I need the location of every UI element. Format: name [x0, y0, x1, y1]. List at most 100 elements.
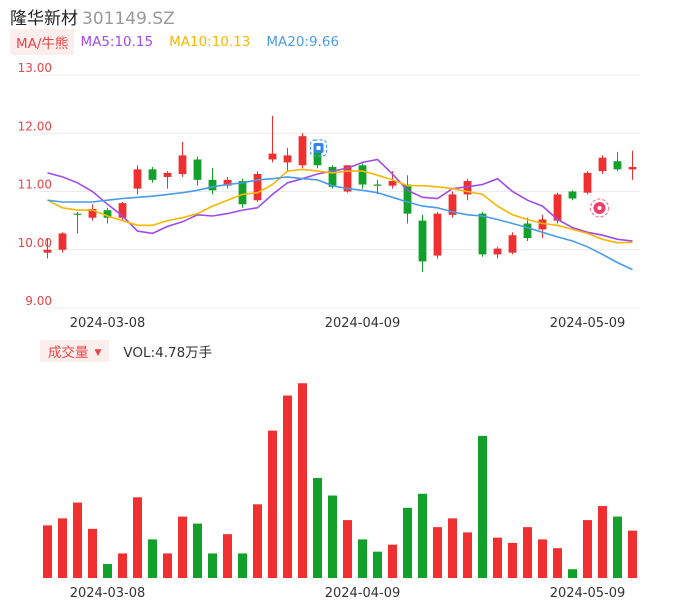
volume-bar — [313, 477, 322, 578]
candle — [283, 147, 292, 172]
candle-body — [508, 235, 517, 253]
volume-bar — [343, 520, 352, 578]
candle-body — [553, 194, 562, 221]
volume-bar — [193, 523, 202, 578]
volume-bar — [328, 495, 337, 578]
candle — [493, 246, 502, 259]
candle-body — [403, 184, 412, 214]
legend-ma5: MA5:10.15 — [80, 34, 154, 50]
volume-bar — [478, 435, 487, 578]
candle — [418, 214, 427, 272]
candle — [568, 190, 577, 201]
candle — [403, 175, 412, 224]
candle — [43, 238, 52, 259]
candle-body — [103, 210, 112, 218]
candle-body — [463, 181, 472, 195]
volume-bar — [373, 551, 382, 578]
candle — [133, 165, 142, 195]
candle — [118, 201, 127, 221]
candle — [478, 211, 487, 257]
candle — [583, 171, 592, 195]
volume-bar — [523, 527, 532, 578]
candle — [58, 232, 67, 253]
candle — [298, 133, 307, 169]
volume-bar — [253, 504, 262, 578]
candle-body — [313, 144, 322, 166]
candle — [193, 156, 202, 186]
high-point-marker — [309, 139, 328, 157]
volume-bar — [238, 553, 247, 578]
candle — [448, 191, 457, 218]
candle-body — [418, 220, 427, 262]
volume-bar — [553, 548, 562, 578]
candle-body — [343, 165, 352, 192]
volume-bar — [613, 516, 622, 578]
candle-body — [433, 213, 442, 256]
volume-bar — [298, 383, 307, 578]
candle-body — [163, 172, 172, 177]
candle — [163, 171, 172, 189]
candle — [523, 217, 532, 242]
volume-bar — [178, 516, 187, 578]
volume-bar — [628, 530, 637, 578]
y-tick-label: 13.00 — [18, 61, 52, 75]
candle-body — [538, 219, 547, 230]
price-y-axis: 13.00 12.00 11.00 10.00 9.00 — [18, 61, 52, 308]
candle-body — [283, 155, 292, 163]
volume-bar — [598, 506, 607, 578]
candle-body — [268, 153, 277, 160]
volume-x-axis: 2024-03-08 2024-04-09 2024-05-09 — [70, 586, 626, 601]
y-tick-label: 12.00 — [18, 119, 52, 133]
volume-bar — [58, 518, 67, 578]
volume-bar — [418, 493, 427, 578]
candle — [613, 151, 622, 172]
volume-bar — [268, 430, 277, 578]
bull-marker — [589, 198, 610, 218]
candle-body — [613, 161, 622, 170]
candle — [73, 211, 82, 234]
candle — [148, 167, 157, 183]
volume-selector[interactable]: 成交量 ▼ — [40, 340, 110, 362]
candle-body — [88, 208, 97, 218]
candle-body — [583, 172, 592, 193]
candle-body — [628, 167, 637, 170]
candle-body — [478, 213, 487, 255]
x-tick-label: 2024-05-09 — [550, 316, 626, 331]
y-tick-label: 9.00 — [25, 294, 52, 308]
candle-body — [208, 179, 217, 191]
candle-body — [598, 157, 607, 172]
candle-body — [43, 249, 52, 253]
candle — [328, 165, 337, 189]
volume-bar — [208, 553, 217, 578]
ma10-line — [47, 168, 633, 244]
marker-dot — [597, 206, 602, 210]
candle-body — [148, 169, 157, 180]
candle-body — [253, 174, 262, 201]
marker-frame — [589, 198, 610, 218]
ma-bull-bear-badge[interactable]: MA/牛熊 — [10, 29, 75, 55]
price-grid — [40, 74, 640, 309]
volume-value: VOL:4.78万手 — [123, 345, 213, 361]
candle — [88, 204, 97, 221]
y-tick-label: 10.00 — [18, 236, 52, 250]
chart-markers — [309, 139, 610, 218]
candle — [358, 163, 367, 189]
y-tick-label: 11.00 — [18, 178, 52, 192]
volume-bar — [88, 528, 97, 578]
volume-bar — [163, 553, 172, 578]
candle — [433, 211, 442, 259]
x-tick-label: 2024-03-08 — [70, 316, 146, 331]
volume-bar — [283, 395, 292, 578]
ma-legend: MA/牛熊 MA5:10.15 MA10:10.13 MA20:9.66 — [10, 29, 355, 55]
candle-body — [298, 136, 307, 166]
marker-dot — [316, 146, 321, 150]
volume-bar — [568, 569, 577, 578]
candle-body — [523, 223, 532, 239]
candle — [463, 178, 472, 201]
volume-bar — [73, 502, 82, 578]
volume-bar — [43, 525, 52, 578]
stock-name: 隆华新材 — [10, 9, 78, 29]
volume-bar — [118, 553, 127, 578]
candle — [178, 141, 187, 177]
candle-body — [373, 184, 382, 186]
